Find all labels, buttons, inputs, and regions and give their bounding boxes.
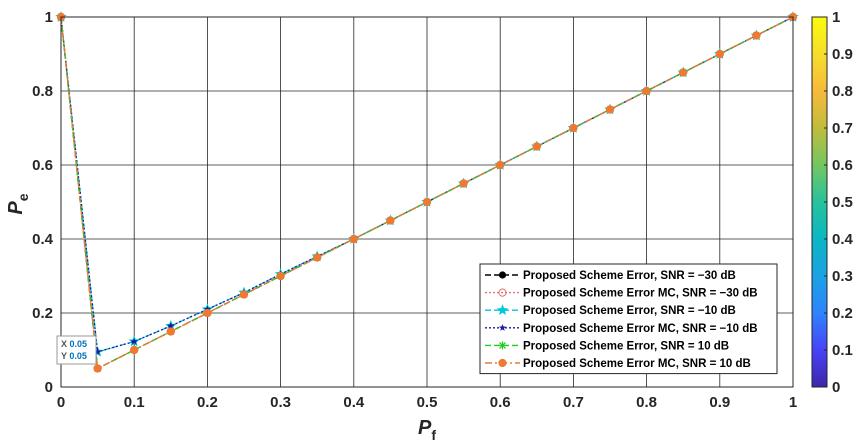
colorbar-tick-label: 0.3 <box>832 268 853 285</box>
legend-entry-4: Proposed Scheme Error MC, SNR = −10 dB <box>485 323 758 335</box>
y-tick-label: 0.6 <box>32 157 53 174</box>
x-tick-label: 0.8 <box>636 394 657 411</box>
y-tick-label: 0 <box>45 379 53 396</box>
series-6-point <box>605 105 615 114</box>
series-6-point <box>203 308 212 318</box>
x-tick-label: 0 <box>57 394 65 411</box>
colorbar-tick-label: 0.5 <box>832 194 853 211</box>
series-6-point <box>679 68 688 77</box>
x-tick-label: 0.7 <box>563 394 584 411</box>
legend-label: Proposed Scheme Error, SNR = −10 dB <box>523 305 736 317</box>
series-6-point <box>349 234 358 244</box>
series-6-point <box>276 271 285 281</box>
series-6-point <box>532 142 541 151</box>
legend-entry-1: Proposed Scheme Error, SNR = −30 dB <box>485 270 736 282</box>
colorbar: 0 0.1 0.2 0.3 0.4 0.5 0.6 0.7 0.8 0.9 1 <box>811 9 854 396</box>
series-6-point <box>313 253 322 262</box>
legend-entry-5: Proposed Scheme Error, SNR = 10 dB <box>485 340 729 352</box>
series-4-point <box>93 348 102 355</box>
colorbar-tick-label: 0 <box>832 379 840 396</box>
legend-label: Proposed Scheme Error, SNR = 10 dB <box>523 340 729 352</box>
y-tick-label: 0.8 <box>32 83 53 100</box>
legend-label: Proposed Scheme Error MC, SNR = 10 dB <box>523 358 751 370</box>
y-tick-label: 0.2 <box>32 305 53 322</box>
colorbar-tick-label: 0.7 <box>832 120 853 137</box>
x-tick-label: 0.3 <box>270 394 291 411</box>
legend-entry-3: Proposed Scheme Error, SNR = −10 dB <box>485 304 736 317</box>
series-6 <box>56 12 798 373</box>
x-tick-label: 0.9 <box>709 394 730 411</box>
series-6-point <box>715 49 724 59</box>
plot-frame <box>60 16 794 388</box>
legend[interactable]: Proposed Scheme Error, SNR = −30 dB Propo… <box>479 263 778 375</box>
x-axis-label: Pf <box>418 417 436 443</box>
series-4-point <box>130 337 138 345</box>
colorbar-tick-label: 0.9 <box>832 46 853 63</box>
colorbar-tick-label: 0.2 <box>832 305 853 322</box>
legend-entry-6: Proposed Scheme Error MC, SNR = 10 dB <box>485 358 751 370</box>
series-4-point <box>167 322 175 330</box>
series-2-line <box>60 16 794 370</box>
legend-marker <box>498 341 507 350</box>
series-6-point <box>166 327 175 336</box>
series-6-point <box>93 364 102 373</box>
series-layer <box>55 11 799 373</box>
y-axis-label: Pe <box>5 193 31 214</box>
legend-marker <box>498 358 507 368</box>
colorbar-tick-label: 0.4 <box>832 231 854 248</box>
datatip[interactable]: X 0.05 Y 0.05 <box>56 335 97 365</box>
legend-entry-2: Proposed Scheme Error MC, SNR = −30 dB <box>485 288 758 300</box>
colorbar-tick-label: 1 <box>832 9 840 26</box>
series-6-point <box>130 345 139 355</box>
x-tick-label: 0.2 <box>197 394 218 411</box>
series-6-point <box>386 216 395 225</box>
y-tick-label: 1 <box>45 9 53 26</box>
x-tick-label: 0.5 <box>417 394 438 411</box>
series-6-point <box>752 31 761 40</box>
legend-label: Proposed Scheme Error, SNR = −30 dB <box>523 270 736 282</box>
series-6-point <box>239 290 249 299</box>
datatip-x: X 0.05 <box>61 339 87 349</box>
legend-box <box>479 263 778 375</box>
series-6-point <box>459 179 468 188</box>
x-tick-label: 1 <box>789 394 797 411</box>
legend-marker <box>498 324 507 331</box>
colorbar-tick-label: 0.6 <box>832 157 853 174</box>
legend-label: Proposed Scheme Error MC, SNR = −30 dB <box>523 288 758 300</box>
series-6-point <box>496 160 505 170</box>
datatip-y: Y 0.05 <box>61 351 87 361</box>
x-tick-label: 0.1 <box>124 394 145 411</box>
colorbar-tick-label: 0.8 <box>832 83 853 100</box>
legend-marker <box>498 288 507 297</box>
datatip-box <box>56 335 97 365</box>
x-tick-label: 0.4 <box>343 394 365 411</box>
colorbar-tick-label: 0.1 <box>832 342 853 359</box>
series-6-point <box>642 86 651 96</box>
x-tick-label: 0.6 <box>490 394 511 411</box>
legend-label: Proposed Scheme Error MC, SNR = −10 dB <box>523 323 758 335</box>
series-6-point <box>569 123 578 133</box>
legend-marker <box>496 304 509 316</box>
y-tick-label: 0.4 <box>32 231 54 248</box>
legend-marker <box>498 271 507 279</box>
axis-ticks: 0 0.1 0.2 0.3 0.4 0.5 0.6 0.7 0.8 0.9 1 0 0.2 0.4 0.6 0… <box>32 9 797 411</box>
series-6-point <box>422 197 432 207</box>
